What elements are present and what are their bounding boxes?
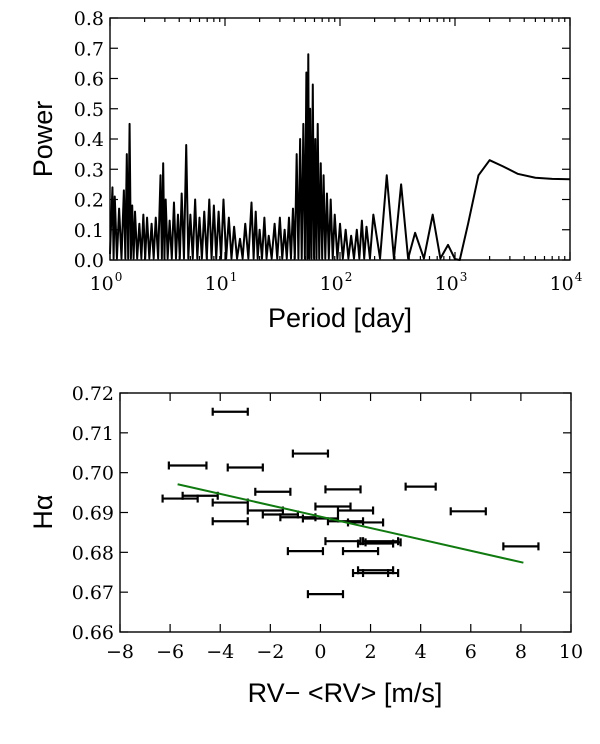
error-bar-point xyxy=(211,407,249,416)
error-bar-point xyxy=(404,482,437,491)
x-tick-label: −4 xyxy=(206,641,234,663)
y-tick-label: 0.5 xyxy=(74,99,104,121)
error-bar-point xyxy=(306,590,345,599)
y-tick-label: 0.0 xyxy=(74,250,104,272)
y-tick-label: 0.6 xyxy=(74,69,104,91)
error-bar-point xyxy=(502,542,540,551)
periodogram-y-label: Power xyxy=(28,101,58,178)
y-tick-label: 0.3 xyxy=(74,159,104,181)
x-tick-label: 4 xyxy=(415,641,427,663)
y-tick-label: 0.4 xyxy=(74,129,104,151)
x-tick-label: 2 xyxy=(365,641,377,663)
scatter-plot-area xyxy=(161,407,540,599)
y-tick-label: 0.70 xyxy=(72,463,114,485)
x-tick-label: 102 xyxy=(320,270,353,295)
error-bar-point xyxy=(364,538,402,547)
error-bar-point xyxy=(346,518,385,527)
periodogram-panel: 100 101 102 103 104 0.0 0.1 0.2 0.3 0.4 0.5 0.6 0.7 0… xyxy=(28,8,583,333)
error-bar-point xyxy=(314,502,352,511)
error-bar-point xyxy=(226,463,264,472)
error-bar-point xyxy=(324,485,362,494)
scatter-frame xyxy=(119,392,572,633)
scatter-x-label: RV− <RV> [m/s] xyxy=(248,678,443,708)
periodogram-x-label: Period [day] xyxy=(268,303,412,333)
error-bar-point xyxy=(254,487,292,496)
y-tick-label: 0.67 xyxy=(72,582,114,604)
x-tick-label: 6 xyxy=(465,641,477,663)
scatter-ticks: −8 −6 −4 −2 0 2 4 6 8 10 0.66 0.67 0.68 0.69 0.70 0.71 0… xyxy=(72,383,583,663)
error-bar-point xyxy=(336,506,375,515)
error-bar-point xyxy=(291,449,330,458)
y-tick-label: 0.72 xyxy=(72,383,114,405)
error-bar-point xyxy=(356,539,395,548)
x-tick-label: −6 xyxy=(156,641,184,663)
periodogram-line xyxy=(109,53,571,261)
periodogram-plot-area xyxy=(109,53,571,261)
y-tick-label: 0.7 xyxy=(74,38,104,60)
x-tick-label: 8 xyxy=(515,641,527,663)
y-tick-label: 0.68 xyxy=(72,542,114,564)
x-tick-label: −2 xyxy=(256,641,284,663)
error-bar-point xyxy=(449,507,487,516)
fit-line xyxy=(177,483,524,564)
error-bar-point xyxy=(211,517,249,526)
x-tick-label: −8 xyxy=(106,641,134,663)
x-tick-label: 103 xyxy=(435,270,468,295)
x-tick-label: 0 xyxy=(314,641,326,663)
y-tick-label: 0.1 xyxy=(74,220,104,242)
y-tick-label: 0.8 xyxy=(74,8,104,30)
scatter-panel: −8 −6 −4 −2 0 2 4 6 8 10 0.66 0.67 0.68 0.69 0.70 0.71 0… xyxy=(28,383,583,708)
x-tick-label: 104 xyxy=(550,270,583,295)
y-tick-label: 0.66 xyxy=(72,622,114,644)
y-tick-label: 0.69 xyxy=(72,503,114,525)
error-bar-point xyxy=(167,461,208,470)
y-tick-label: 0.2 xyxy=(74,190,104,212)
error-bar-point xyxy=(341,547,380,556)
y-tick-label: 0.71 xyxy=(72,423,114,445)
error-bar-point xyxy=(324,537,362,546)
x-tick-label: 10 xyxy=(559,641,583,663)
error-bar-point xyxy=(361,569,400,578)
error-bar-point xyxy=(286,547,325,556)
scatter-y-label: Hα xyxy=(28,494,58,529)
x-tick-label: 101 xyxy=(205,270,238,295)
x-tick-label: 100 xyxy=(90,270,123,295)
